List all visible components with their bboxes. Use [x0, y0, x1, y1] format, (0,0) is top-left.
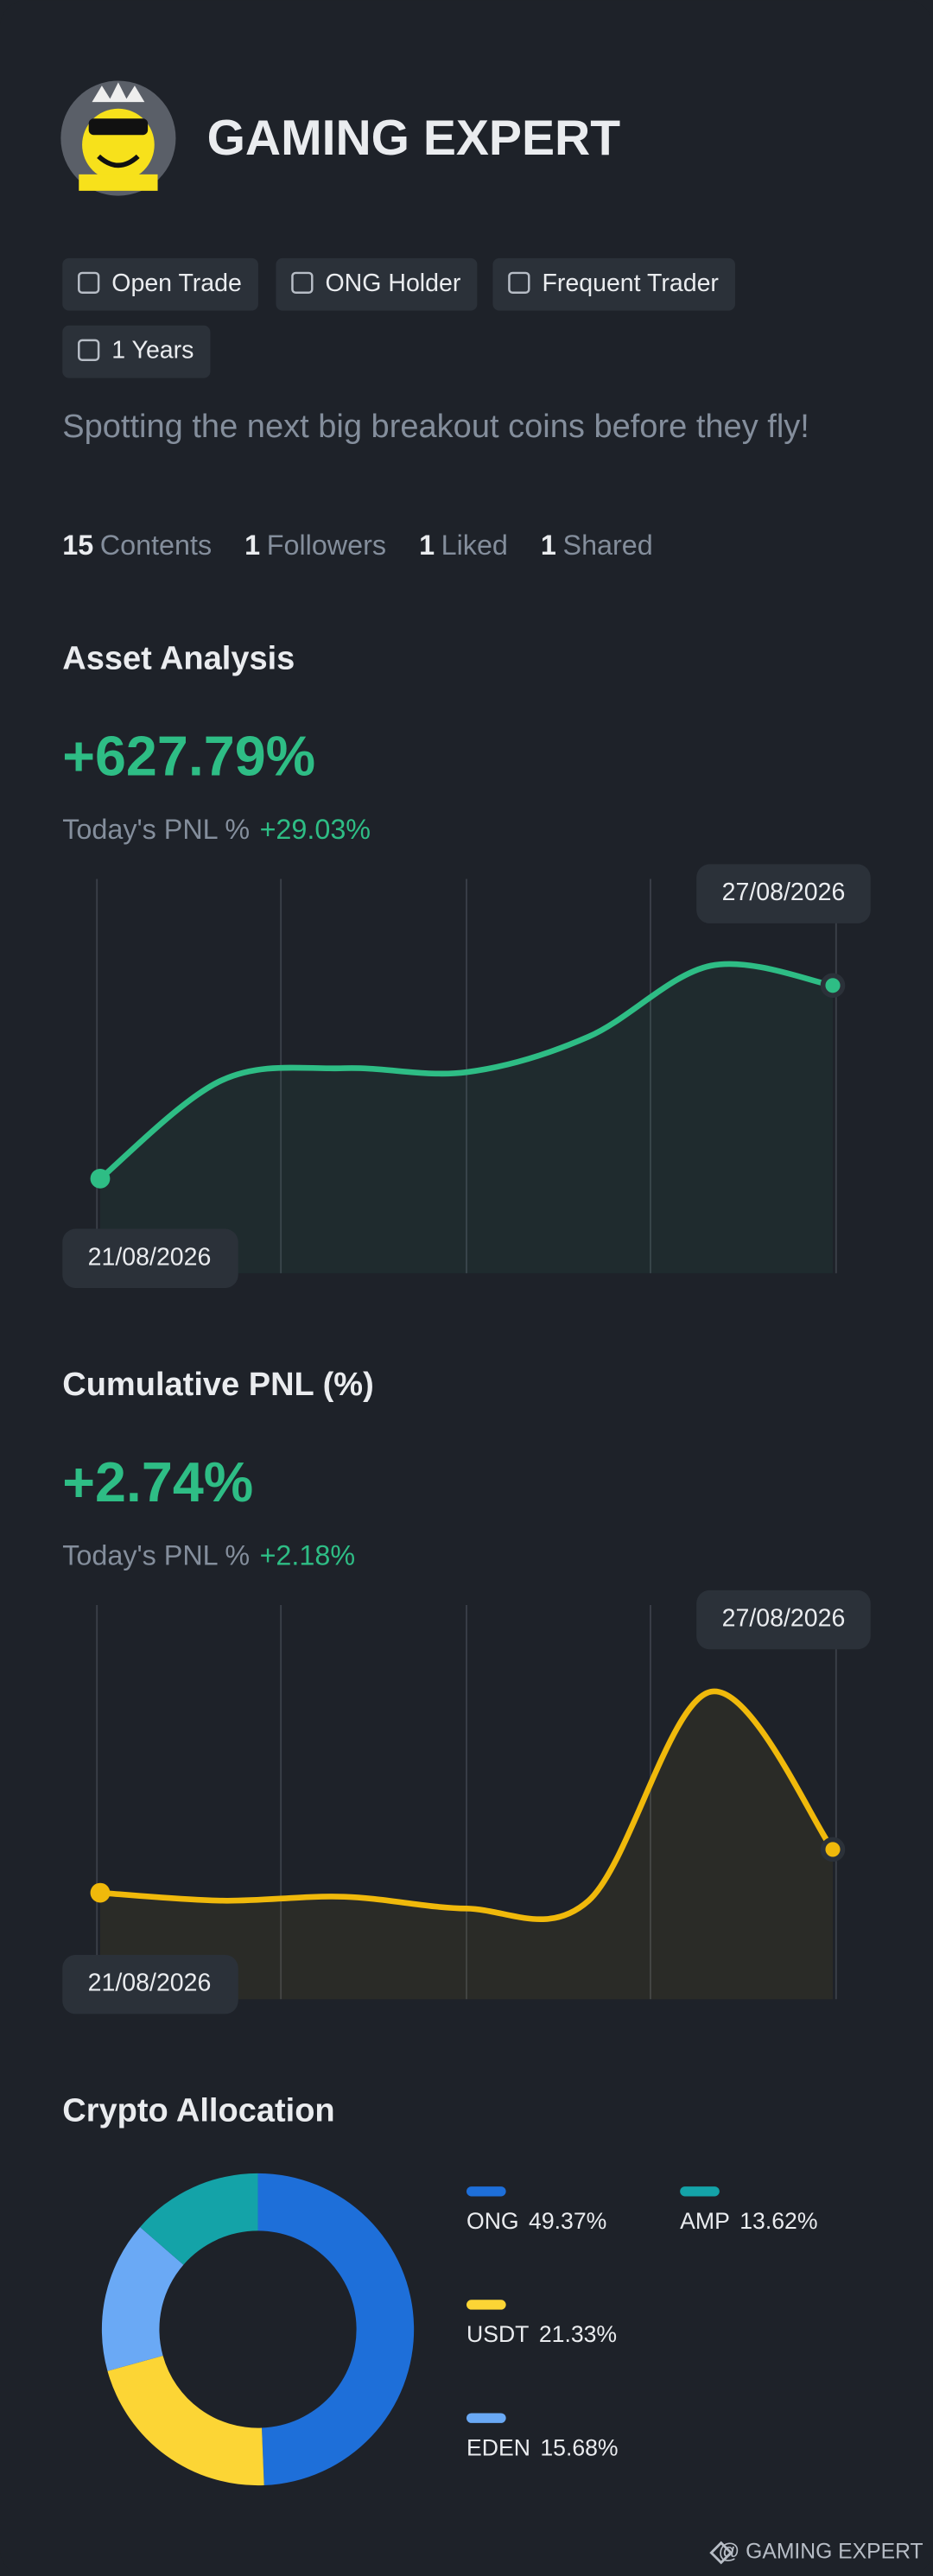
legend-swatch: [466, 2300, 506, 2310]
section-title: Cumulative PNL (%): [62, 1367, 374, 1403]
stat-label: Followers: [267, 530, 386, 561]
start-dot: [90, 1882, 111, 1903]
start-dot: [90, 1168, 111, 1189]
badge-label: Frequent Trader: [542, 270, 719, 297]
legend-value: 15.68%: [540, 2434, 618, 2460]
badge-icon: [508, 271, 530, 294]
today-label: Today's PNL %: [62, 1539, 250, 1570]
footer: @ GAMING EXPERT: [718, 2541, 923, 2564]
legend-swatch: [466, 2413, 506, 2423]
tooltip-date: 27/08/2026: [722, 1605, 846, 1633]
bio: Spotting the next big breakout coins bef…: [62, 409, 809, 446]
area: [99, 963, 834, 1273]
end-dot: [820, 973, 846, 999]
legend-value: 49.37%: [529, 2208, 606, 2234]
stat-count: 15: [62, 530, 93, 561]
legend-swatch: [466, 2186, 506, 2197]
badge-label: ONG Holder: [325, 270, 460, 297]
tooltip-date: 21/08/2026: [88, 1243, 212, 1271]
badge-icon: [291, 271, 314, 294]
badge: [276, 257, 478, 311]
stat-count: 1: [419, 530, 435, 561]
today-label: Today's PNL %: [62, 814, 250, 845]
stat-label: Contents: [100, 530, 212, 561]
today-value: +2.18%: [260, 1539, 356, 1570]
stat-count: 1: [244, 530, 260, 561]
headline: +627.79%: [62, 725, 315, 788]
legend-value: 13.62%: [739, 2208, 817, 2234]
legend-name: EDEN: [466, 2434, 530, 2460]
stat-label: Liked: [441, 530, 508, 561]
line: [98, 961, 834, 1181]
section-title: Crypto Allocation: [62, 2093, 334, 2129]
legend-swatch: [680, 2186, 720, 2197]
stat-count: 1: [541, 530, 556, 561]
legend-name: USDT: [466, 2321, 529, 2347]
badge-label: 1 Years: [111, 337, 194, 365]
tooltip-date: 21/08/2026: [88, 1970, 212, 1997]
legend-value: 21.33%: [539, 2321, 617, 2347]
today-value: +29.03%: [260, 814, 371, 845]
donut-slice: [257, 2173, 415, 2485]
donut-slice: [107, 2355, 264, 2486]
legend-name: AMP: [680, 2208, 730, 2234]
donut-slice: [140, 2173, 258, 2265]
headline: +2.74%: [62, 1450, 253, 1513]
tooltip-date: 27/08/2026: [722, 879, 846, 906]
badge-icon: [78, 339, 100, 361]
badge-icon: [78, 271, 100, 294]
stat-label: Shared: [563, 530, 653, 561]
area: [99, 1691, 834, 2000]
profile-name: GAMING EXPERT: [207, 111, 621, 166]
legend-name: ONG: [466, 2208, 519, 2234]
badge: [62, 257, 258, 311]
badge: [492, 257, 735, 311]
tooltip: [696, 1589, 871, 1650]
bio-box: Spotting the next big breakout coins bef…: [62, 409, 809, 446]
tooltip: [696, 864, 871, 923]
section-title: Asset Analysis: [62, 641, 295, 677]
tooltip: [62, 1954, 238, 2014]
tooltip: [62, 1228, 238, 1288]
avatar: [60, 80, 176, 196]
footer-icon: [709, 2541, 733, 2565]
badge-label: Open Trade: [111, 270, 242, 297]
donut-slice: [101, 2227, 184, 2371]
line: [99, 1689, 835, 1923]
end-dot: [820, 1837, 846, 1862]
badge: [62, 325, 211, 378]
